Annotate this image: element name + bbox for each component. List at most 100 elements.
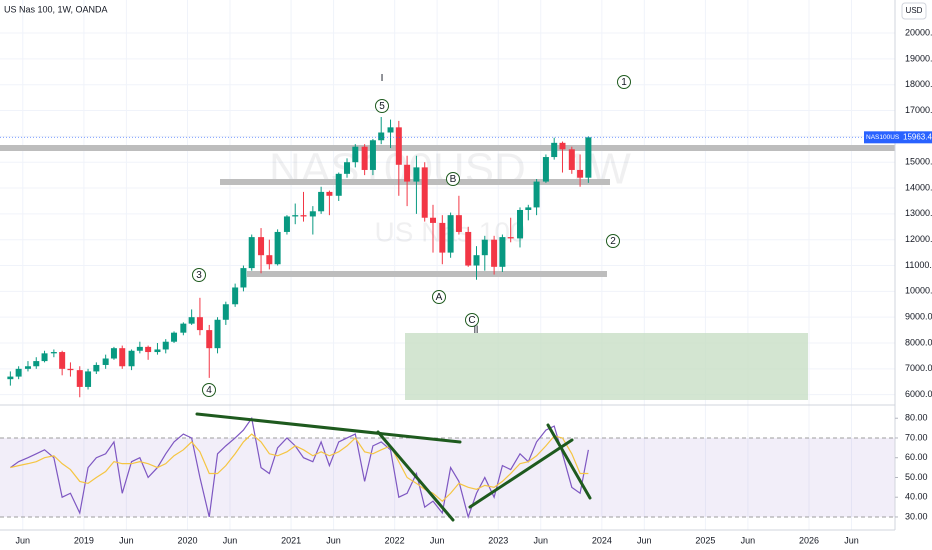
candle-body xyxy=(300,215,307,217)
candle-body xyxy=(67,368,74,371)
candle-body xyxy=(404,164,411,182)
candle-body xyxy=(119,348,126,367)
wave-circle xyxy=(606,234,620,248)
candle-body xyxy=(136,346,143,351)
candle-body xyxy=(326,191,333,196)
wave-label: 4 xyxy=(206,385,212,396)
candle-body xyxy=(533,181,540,208)
y-tick-label: 17000.0 xyxy=(905,105,932,115)
x-tick-label: 2026 xyxy=(799,535,819,545)
candle-body xyxy=(413,167,420,182)
trend-line xyxy=(195,412,462,444)
candle-body xyxy=(206,330,213,349)
wave-circle xyxy=(192,268,206,282)
candle-body xyxy=(41,353,48,362)
rsi-tick-label: 30.00 xyxy=(905,511,928,521)
candle-body xyxy=(33,361,40,367)
rsi-tick-label: 60.00 xyxy=(905,452,928,462)
candle-body xyxy=(76,370,83,387)
trend-lines xyxy=(195,412,592,522)
candle-body xyxy=(465,231,472,266)
x-tick-label: 2019 xyxy=(74,535,94,545)
x-tick-label: 2021 xyxy=(281,535,301,545)
y-tick-label: 15000.0 xyxy=(905,157,932,167)
candle-body xyxy=(525,207,532,210)
y-tick-label: 10000.0 xyxy=(905,286,932,296)
y-tick-label: 9000.0 xyxy=(905,312,932,322)
candle-body xyxy=(59,352,66,369)
candle-body xyxy=(240,268,247,288)
marks xyxy=(0,117,895,520)
currency: USD xyxy=(906,6,923,15)
last-price-symbol: NAS100USD xyxy=(866,134,904,141)
wave-circle xyxy=(375,99,389,113)
candle-body xyxy=(50,352,57,354)
wave-label: I xyxy=(381,73,384,84)
candle-body xyxy=(110,348,117,359)
candle-body xyxy=(369,140,376,170)
wave-circle xyxy=(617,75,631,89)
candle-body xyxy=(499,237,506,267)
rsi-tick-label: 40.00 xyxy=(905,492,928,502)
wave-label: C xyxy=(468,315,475,326)
y-tick-label: 11000.0 xyxy=(905,260,932,270)
wave-label: 1 xyxy=(621,77,627,88)
candle-body xyxy=(258,237,265,256)
candle-body xyxy=(455,215,462,232)
wave-label: 5 xyxy=(379,101,385,112)
x-tick-label: 2023 xyxy=(488,535,508,545)
wave-label: 3 xyxy=(196,270,202,281)
y-tick-label: 12000.0 xyxy=(905,234,932,244)
candle-body xyxy=(102,358,109,365)
candle-body xyxy=(274,231,281,265)
candle-body xyxy=(335,173,342,196)
candle-body xyxy=(180,323,187,333)
candle-body xyxy=(266,255,273,265)
x-tick-label: Jun xyxy=(326,535,341,545)
y-tick-label: 6000.0 xyxy=(905,389,932,399)
wave-circle xyxy=(432,290,446,304)
wave-label: B xyxy=(450,174,457,185)
x-tick-label: Jun xyxy=(844,535,859,545)
support-band xyxy=(247,271,607,277)
candle-body xyxy=(361,146,368,170)
currency-box xyxy=(901,2,927,20)
candle-body xyxy=(447,215,454,253)
support-band xyxy=(220,179,610,185)
rsi-line xyxy=(10,433,589,502)
wave-label: ll xyxy=(474,325,478,336)
candle-body xyxy=(481,239,488,256)
candle-body xyxy=(429,217,436,223)
resistance-band xyxy=(0,145,895,151)
x-tick-label: Jun xyxy=(430,535,445,545)
candle-body xyxy=(344,162,351,174)
candle-body xyxy=(128,350,135,367)
candle-body xyxy=(378,132,385,141)
candle-body xyxy=(439,222,446,253)
symbol-title: US Nas 100, 1W, OANDA xyxy=(4,4,108,14)
candle-body xyxy=(154,349,161,353)
rsi-tick-label: 70.00 xyxy=(905,432,928,442)
candle-body xyxy=(491,239,498,267)
y-tick-label: 18000.0 xyxy=(905,79,932,89)
x-tick-label: Jun xyxy=(119,535,134,545)
wave-circle xyxy=(465,313,479,327)
candle-body xyxy=(577,169,584,178)
candle-body xyxy=(292,215,299,217)
candle-body xyxy=(214,319,221,349)
candle-body xyxy=(171,332,178,342)
last-price-tag-bg xyxy=(864,131,899,144)
candle-body xyxy=(585,137,592,178)
candle-body xyxy=(517,209,524,239)
y-tick-label: 14000.0 xyxy=(905,182,932,192)
candle-body xyxy=(24,366,31,369)
x-tick-label: Jun xyxy=(741,535,756,545)
candle-body xyxy=(309,211,316,217)
candle-body xyxy=(568,149,575,170)
x-tick-label: Jun xyxy=(223,535,238,545)
y-tick-label: 20000.0 xyxy=(905,27,932,37)
candle-body xyxy=(473,255,480,266)
y-tick-label: 7000.0 xyxy=(905,363,932,373)
candle-body xyxy=(232,287,239,305)
